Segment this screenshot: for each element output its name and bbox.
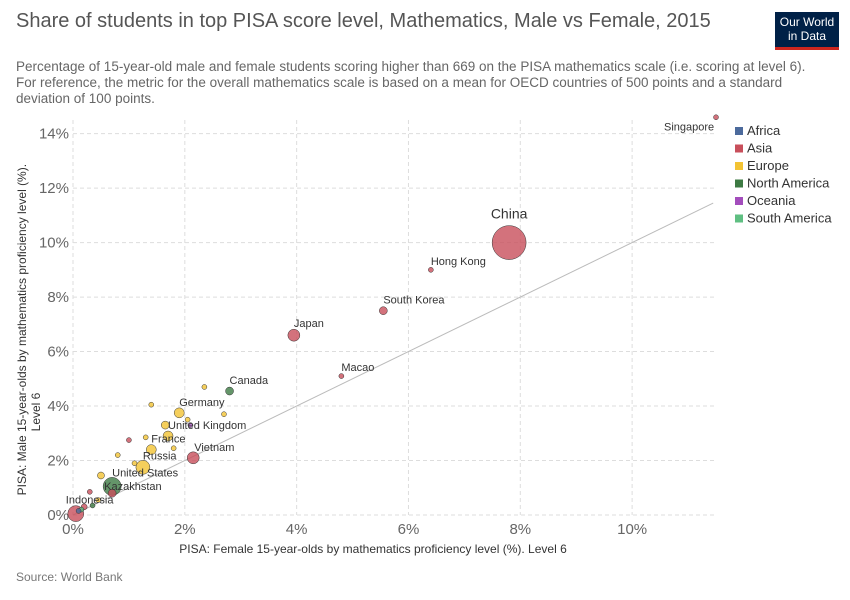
data-point[interactable] (225, 386, 234, 396)
point-label: South Korea (383, 295, 445, 307)
point-label: United States (112, 467, 179, 479)
legend-item[interactable]: Africa (747, 123, 781, 138)
axis-ticks: 0% 2% 4% 6% 8% 10% 12% 14% 0% 2% 4% 6% 8% 10% (39, 126, 647, 538)
point-labels: Singapore China Hong Kong South Korea Japan M… (66, 121, 714, 506)
data-point[interactable] (161, 420, 170, 430)
legend-item[interactable]: North America (747, 176, 830, 191)
data-point[interactable] (221, 411, 227, 417)
data-point[interactable] (379, 306, 388, 315)
point-label: Singapore (664, 121, 714, 133)
data-point[interactable] (126, 437, 132, 443)
owid-logo[interactable]: Our World in Data (775, 12, 839, 50)
data-point[interactable] (95, 497, 101, 503)
y-tick-label: 6% (47, 344, 69, 361)
y-tick-label: 14% (39, 126, 69, 143)
data-point[interactable] (146, 444, 157, 455)
y-tick-label: 8% (47, 289, 69, 306)
x-tick-label: 0% (62, 521, 84, 538)
data-point[interactable] (107, 488, 117, 498)
point-label: France (151, 434, 185, 446)
logo-line-2: in Data (787, 29, 827, 43)
legend-item[interactable]: Oceania (747, 193, 796, 208)
legend-swatch (735, 162, 743, 170)
x-tick-label: 8% (509, 521, 531, 538)
data-point[interactable] (162, 430, 174, 442)
point-label: Kazakhstan (104, 481, 161, 493)
data-point[interactable] (87, 489, 93, 495)
x-tick-label: 6% (398, 521, 420, 538)
point-label: Russia (143, 450, 178, 462)
data-point[interactable] (89, 502, 96, 509)
data-point[interactable] (148, 401, 155, 408)
logo-line-1: Our World (779, 15, 835, 29)
data-points (67, 114, 719, 522)
reference-line (72, 202, 714, 516)
data-point[interactable] (142, 434, 149, 441)
y-axis-title-line-1: PISA: Male 15-year-olds by mathematics p… (15, 164, 29, 495)
data-point[interactable] (173, 407, 185, 419)
data-point[interactable] (131, 460, 138, 466)
y-tick-label: 2% (47, 453, 69, 470)
y-axis-title: PISA: Male 15-year-olds by mathematics p… (15, 161, 43, 496)
y-tick-label: 0% (47, 507, 69, 524)
point-label: United Kingdom (168, 420, 246, 432)
source-note: Source: World Bank (16, 570, 123, 584)
point-label: Indonesia (66, 495, 115, 507)
legend-swatch (735, 197, 743, 205)
data-point[interactable] (97, 471, 105, 480)
x-tick-label: 10% (617, 521, 647, 538)
legend-swatch (735, 179, 743, 188)
data-point[interactable] (287, 328, 301, 342)
legend-item[interactable]: Asia (747, 141, 773, 156)
point-label: Canada (230, 375, 269, 387)
legend[interactable]: Africa Asia Europe North America Oceania Sout… (735, 123, 832, 226)
grid-lines (72, 120, 716, 516)
data-point[interactable] (201, 384, 208, 390)
data-point[interactable] (338, 373, 345, 379)
data-point[interactable] (428, 267, 434, 273)
x-tick-label: 2% (174, 521, 196, 538)
y-tick-label: 12% (39, 180, 69, 197)
data-point[interactable] (135, 460, 151, 475)
data-point[interactable] (75, 508, 82, 514)
legend-swatch (735, 214, 743, 223)
data-point[interactable] (184, 416, 191, 423)
data-point[interactable] (114, 452, 121, 458)
data-point[interactable] (170, 445, 177, 452)
point-label: Hong Kong (431, 256, 486, 268)
legend-swatch (735, 127, 743, 135)
data-point[interactable] (187, 422, 194, 428)
point-label: Germany (179, 397, 225, 409)
point-label: Japan (294, 318, 324, 330)
data-point[interactable] (713, 114, 719, 121)
point-label: Vietnam (194, 442, 234, 454)
data-point[interactable] (186, 451, 200, 465)
y-tick-label: 10% (39, 235, 69, 252)
legend-swatch (735, 144, 743, 153)
legend-item[interactable]: South America (747, 211, 832, 226)
point-label: China (491, 206, 528, 222)
chart-title: Share of students in top PISA score leve… (16, 10, 711, 32)
y-axis-title-line-2: Level 6 (29, 392, 43, 431)
y-tick-label: 4% (47, 398, 69, 415)
x-axis-title: PISA: Female 15-year-olds by mathematics… (179, 542, 567, 556)
data-point[interactable] (491, 225, 527, 260)
legend-item[interactable]: Europe (747, 158, 789, 173)
point-label: Macao (341, 362, 374, 374)
chart-subtitle: Percentage of 15-year-old male and femal… (16, 59, 806, 106)
x-tick-label: 4% (286, 521, 308, 538)
